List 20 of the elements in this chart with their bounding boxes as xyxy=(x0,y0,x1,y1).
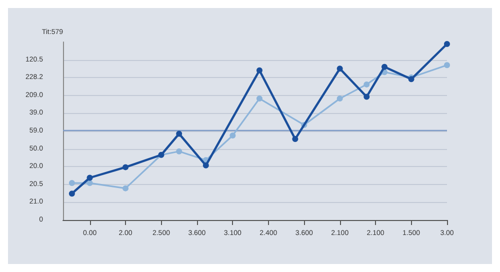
point xyxy=(256,96,262,102)
point xyxy=(256,67,262,74)
point xyxy=(122,185,129,192)
point xyxy=(176,130,182,137)
point xyxy=(122,164,129,170)
point xyxy=(364,81,370,88)
point xyxy=(444,62,450,68)
point xyxy=(364,94,370,100)
point xyxy=(68,190,75,197)
point xyxy=(336,66,343,72)
point xyxy=(230,132,236,139)
point xyxy=(202,162,209,168)
point xyxy=(176,148,182,154)
point xyxy=(444,40,450,47)
point xyxy=(292,136,298,142)
point xyxy=(381,64,388,70)
point xyxy=(86,180,93,186)
point xyxy=(86,174,93,181)
point xyxy=(336,96,343,102)
point xyxy=(68,180,75,186)
